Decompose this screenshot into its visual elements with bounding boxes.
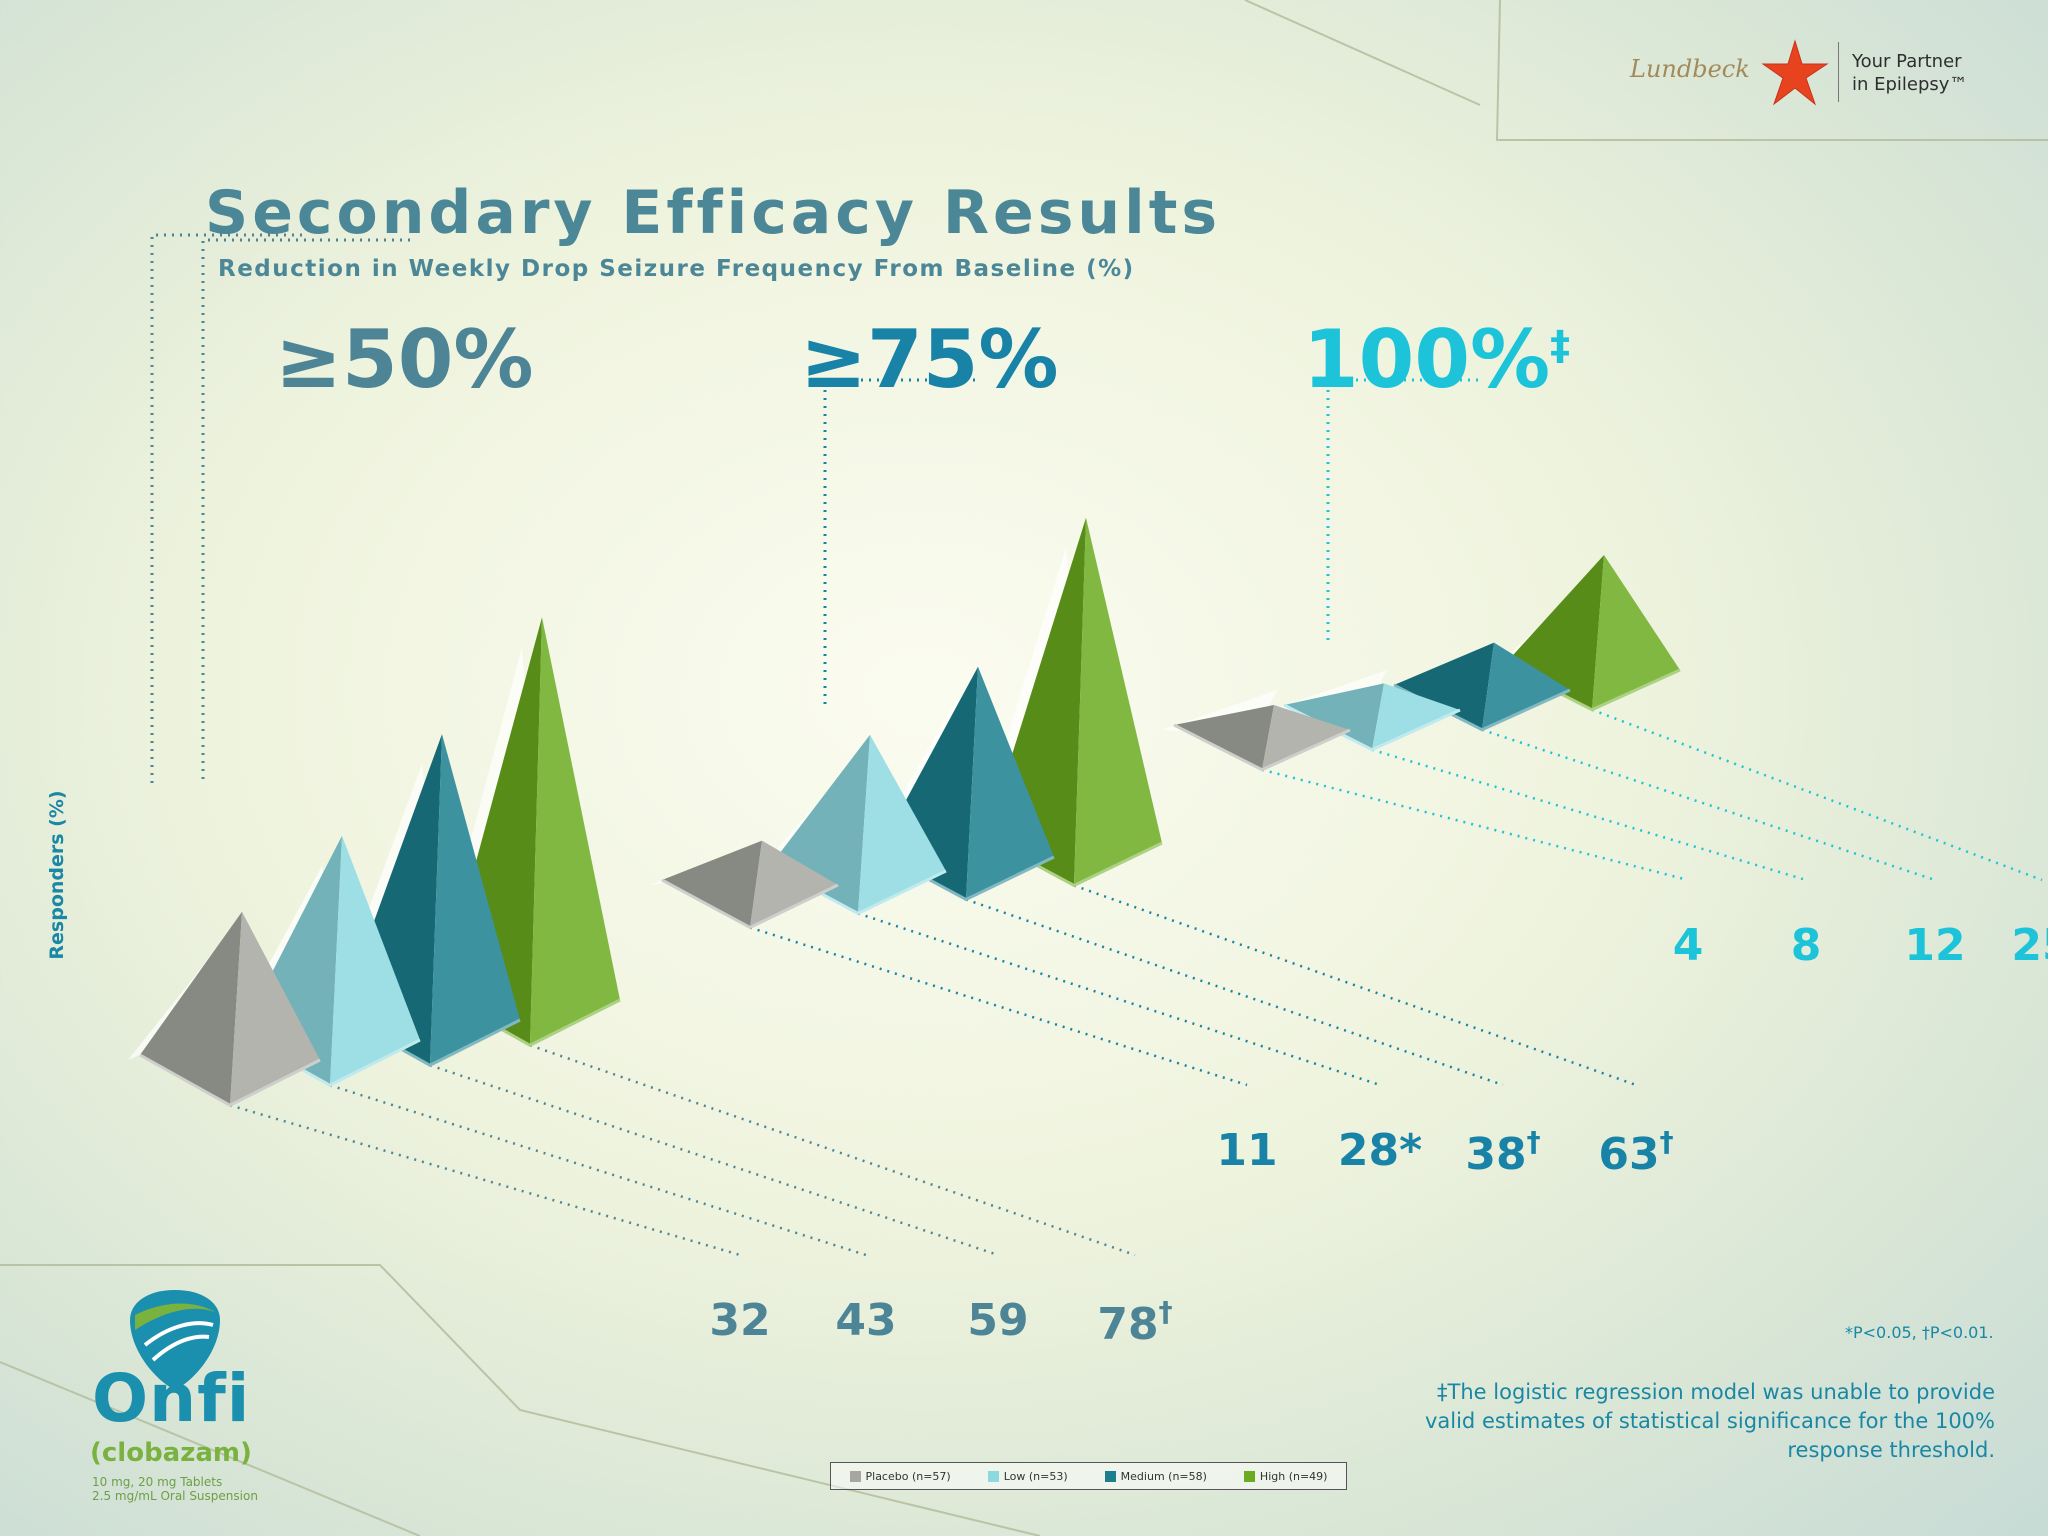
company-logo: Lundbeck [1630,55,1750,83]
value-label: 78† [1097,1295,1173,1350]
pyramid-placebo-0 [128,911,321,1107]
onfi-logo-icon [130,1290,220,1390]
y-axis-label: Responders (%) [46,790,68,960]
legend: Placebo (n=57) Low (n=53) Medium (n=58) … [830,1462,1347,1490]
regression-footnote: ‡The logistic regression model was unabl… [1424,1380,1995,1462]
pyramid-right-face [858,734,946,914]
value-leader-line [1591,708,2043,882]
pyramid-right-face [230,911,320,1106]
star-icon [1761,39,1829,106]
decor-fold-line [0,1264,1041,1536]
pyramid-left-face [1174,705,1274,770]
value-leader-line [1261,768,1689,882]
pyramid-right-face [750,840,838,928]
pyramid-right-face [1482,642,1570,730]
page-title: Secondary Efficacy Results [205,178,1222,248]
pyramid-placebo-1 [650,840,839,930]
legend-item-placebo: Placebo (n=57) [849,1470,951,1483]
decor-fold-line [1495,0,2048,141]
group-label-50: ≥50% [275,313,534,406]
pyramid-right-face [1074,517,1162,886]
group-label-75: ≥75% [800,313,1059,406]
legend-item-medium: Medium (n=58) [1104,1470,1207,1483]
value-label: 25 [2011,920,2048,971]
value-label: 11 [1216,1125,1278,1176]
value-label: 38† [1465,1125,1541,1180]
pyramid-low-2 [1272,670,1461,752]
decor-fold-line [1244,0,1481,106]
value-label: 63† [1598,1125,1674,1180]
brand-generic: (clobazam) [90,1438,252,1468]
legend-item-low: Low (n=53) [987,1470,1068,1483]
pyramid-right-face [1592,555,1680,710]
group-leader-line [823,378,975,705]
value-leader-line [965,898,1504,1087]
brand-dose: 10 mg, 20 mg Tablets 2.5 mg/mL Oral Susp… [92,1475,258,1503]
group-leader-line [1326,378,1478,640]
value-leader-line [329,1084,867,1257]
pyramid-right-face [330,835,420,1086]
value-label: 12 [1904,920,1966,971]
group-label-100: 100%‡ [1303,313,1571,406]
value-leader-line [749,926,1248,1087]
pvalue-footnote: *P<0.05, †P<0.01. [1845,1323,1994,1342]
pyramid-left-face [662,840,762,928]
value-label: 59 [967,1295,1029,1346]
group-leader-line [150,233,302,785]
pyramid-right-face [430,734,520,1066]
pyramid-low-1 [758,734,947,916]
pyramid-left-face [140,911,242,1106]
logo-divider [1838,42,1839,102]
pyramid-right-face [1372,683,1460,750]
value-label: 4 [1672,920,1704,971]
company-tagline: Your Partner in Epilepsy™ [1852,51,1968,95]
pyramid-right-face [530,617,620,1046]
value-label: 28* [1337,1125,1423,1176]
legend-item-high: High (n=49) [1243,1470,1327,1483]
pyramid-right-face [1262,705,1350,770]
value-leader-line [529,1044,1136,1257]
value-label: 32 [709,1295,771,1346]
value-leader-line [1371,748,1807,882]
value-label: 8 [1790,920,1822,971]
value-label: 43 [835,1295,897,1346]
page-subtitle: Reduction in Weekly Drop Seizure Frequen… [218,256,1135,282]
pyramid-placebo-2 [1162,690,1351,772]
value-leader-line [429,1064,999,1257]
value-leader-line [1073,884,1637,1087]
value-leader-line [1481,728,1936,882]
value-leader-line [229,1104,741,1257]
pyramid-right-face [966,666,1054,900]
decor-fold-line [0,1361,421,1536]
pyramid-left-face [1284,683,1384,750]
pyramid-medium-2 [1382,642,1571,732]
value-leader-line [857,912,1381,1087]
pyramid-left-face [1394,642,1494,730]
brand-name: Onfi [92,1360,251,1437]
